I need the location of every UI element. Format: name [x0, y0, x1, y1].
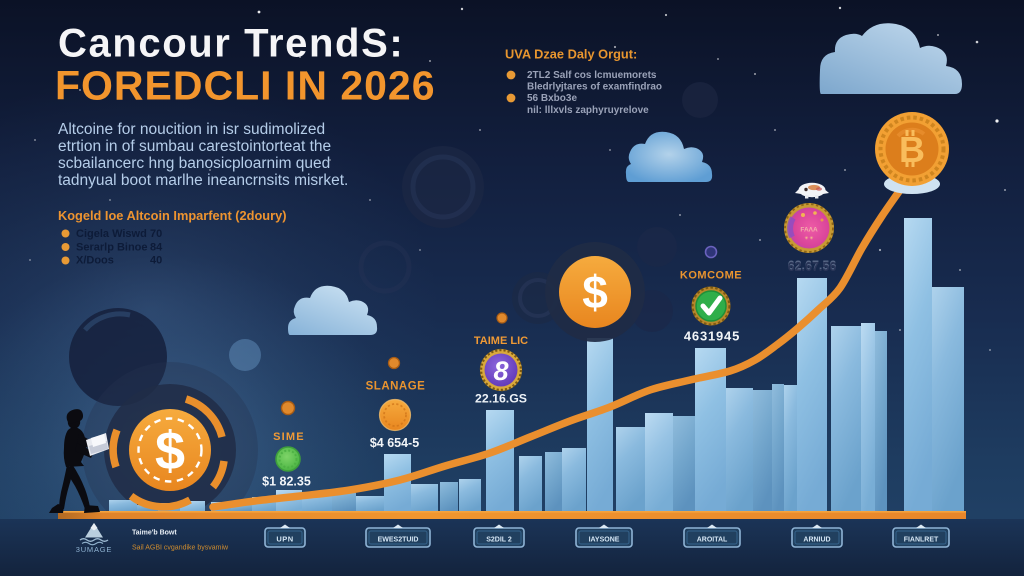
svg-text:UVA Dzae Daly Orgut:: UVA Dzae Daly Orgut:	[505, 47, 637, 62]
svg-text:etrtion in of sumbau carestoin: etrtion in of sumbau carestointorteat th…	[58, 138, 331, 155]
svg-text:40: 40	[150, 255, 162, 267]
svg-text:62.67.56: 62.67.56	[788, 258, 837, 272]
svg-text:Serarlp Binoe: Serarlp Binoe	[76, 242, 148, 254]
svg-text:Cancour TrendS:: Cancour TrendS:	[58, 22, 404, 66]
svg-text:22.16.GS: 22.16.GS	[475, 392, 527, 406]
svg-text:8: 8	[493, 356, 508, 386]
svg-text:EWES2TUID: EWES2TUID	[378, 537, 419, 544]
svg-text:SLANAGE: SLANAGE	[366, 381, 426, 393]
svg-text:Bledrlyjtares of examfindrao: Bledrlyjtares of examfindrao	[527, 82, 662, 93]
svg-text:84: 84	[150, 242, 163, 254]
svg-text:S2DIL 2: S2DIL 2	[486, 537, 512, 544]
svg-text:scbailancerc hng banosicploarn: scbailancerc hng banosicploarnim qued	[58, 155, 330, 172]
svg-text:tadnyual boot marlhe ineancrns: tadnyual boot marlhe ineancrnsits misrke…	[58, 172, 348, 189]
svg-text:Altcoine for noucition in isr: Altcoine for noucition in isr sudimolize…	[58, 121, 325, 138]
svg-text:Taime'b Bowt: Taime'b Bowt	[132, 530, 177, 537]
svg-text:UPN: UPN	[276, 535, 293, 544]
svg-text:ARNIUD: ARNIUD	[803, 537, 830, 544]
svg-text:2TL2 Salf cos lcmuemorets: 2TL2 Salf cos lcmuemorets	[527, 70, 657, 81]
svg-text:KOMCOME: KOMCOME	[680, 270, 742, 282]
svg-text:$4 654-5: $4 654-5	[370, 436, 419, 450]
svg-text:AROITAL: AROITAL	[697, 537, 728, 544]
svg-text:FOREDCLI IN 2026: FOREDCLI IN 2026	[55, 63, 436, 109]
svg-text:70: 70	[150, 228, 162, 240]
svg-text:✴✴: ✴✴	[804, 235, 814, 242]
svg-text:3UMAGE: 3UMAGE	[76, 545, 112, 554]
svg-text:Cigela Wiswd: Cigela Wiswd	[76, 228, 147, 240]
svg-text:$: $	[155, 421, 185, 481]
svg-text:Kogeld Ioe Altcoin Imparfent (: Kogeld Ioe Altcoin Imparfent (2doury)	[58, 208, 286, 223]
svg-text:$1 82.35: $1 82.35	[262, 475, 311, 489]
svg-text:IAYSONE: IAYSONE	[589, 537, 620, 544]
svg-text:FAΛA: FAΛA	[800, 227, 818, 234]
svg-text:TAIME LIC: TAIME LIC	[474, 335, 528, 347]
svg-text:SIME: SIME	[273, 431, 305, 443]
svg-text:62.67.56: 62.67.56	[788, 260, 837, 274]
svg-text:Sail AGBI cvgandike bysvamiw: Sail AGBI cvgandike bysvamiw	[132, 545, 229, 552]
svg-text:4631945: 4631945	[684, 329, 740, 344]
svg-text:FIANLRET: FIANLRET	[904, 537, 939, 544]
svg-text:X/Doos: X/Doos	[76, 255, 114, 267]
svg-text:$: $	[582, 266, 608, 318]
svg-text:56 Bxbo3e: 56 Bxbo3e	[527, 93, 577, 104]
svg-text:nil: lllxvls zaphyruyrelove: nil: lllxvls zaphyruyrelove	[527, 105, 649, 116]
